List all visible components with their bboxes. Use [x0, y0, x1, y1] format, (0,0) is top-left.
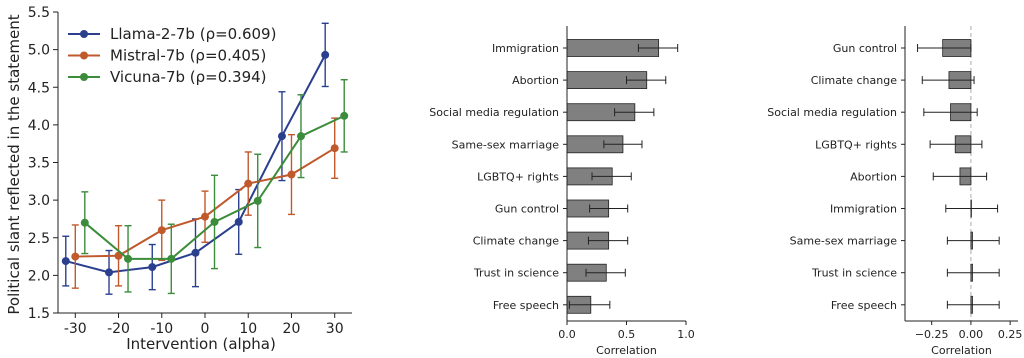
x-tick-label: -10	[150, 321, 173, 337]
data-point	[148, 263, 157, 272]
x-tick-label: -20	[107, 321, 130, 337]
data-point	[61, 257, 70, 266]
y-tick-label: 5.5	[28, 5, 50, 21]
x-axis-label: Correlation	[596, 344, 657, 357]
y-axis-label: Political slant reflected in the stateme…	[5, 14, 23, 314]
line-chart-panel: 1.5 2.0 2.5 3.0 3.5 4.0 4.5 5.0 5.5 -30 -20 -10 0 10 2…	[5, 5, 352, 353]
legend-swatch-marker	[80, 30, 88, 38]
x-tick-label: 0.25	[998, 328, 1023, 341]
legend-label: Vicuna-7b (ρ=0.394)	[110, 68, 267, 86]
y-tick-label: 2.0	[28, 268, 50, 284]
legend-label: Llama-2-7b (ρ=0.609)	[110, 25, 276, 43]
data-point	[244, 179, 253, 188]
category-label: Same-sex marriage	[452, 138, 560, 151]
data-point	[277, 132, 286, 141]
data-point	[330, 144, 339, 153]
category-label: Trust in science	[811, 267, 897, 280]
data-point	[210, 217, 219, 226]
x-tick-label: 20	[283, 321, 301, 337]
data-point	[234, 217, 243, 226]
category-label: Immigration	[830, 203, 897, 216]
category-label: Free speech	[493, 299, 559, 312]
category-label: Social media regulation	[767, 106, 897, 119]
x-tick-label: 0.5	[618, 328, 636, 341]
y-tick-label: 5.0	[28, 43, 50, 59]
x-tick-label: 30	[326, 321, 344, 337]
y-tick-label: 3.0	[28, 193, 50, 209]
category-label: Same-sex marriage	[790, 235, 898, 248]
category-label: LGBTQ+ rights	[477, 170, 559, 183]
y-tick-label: 4.0	[28, 118, 50, 134]
data-point	[340, 111, 349, 120]
data-point	[253, 196, 262, 205]
data-point	[296, 132, 305, 141]
category-label: Abortion	[850, 170, 897, 183]
data-point	[191, 248, 200, 257]
data-point	[287, 170, 296, 179]
x-tick-label: 0	[201, 321, 210, 337]
category-label: Climate change	[473, 235, 560, 248]
y-tick-label: 1.5	[28, 306, 50, 322]
data-point	[157, 226, 166, 235]
category-label: Free speech	[831, 299, 897, 312]
category-label: Climate change	[811, 74, 898, 87]
x-tick-label: 10	[239, 321, 257, 337]
bar-chart-panel-2: Gun control Climate change Social media re…	[767, 26, 1022, 357]
category-label: LGBTQ+ rights	[815, 138, 897, 151]
data-point	[124, 254, 133, 263]
x-axis-label: Intervention (alpha)	[126, 335, 276, 353]
category-label: Abortion	[512, 74, 559, 87]
y-tick-label: 2.5	[28, 231, 50, 247]
x-tick-label: 0.00	[959, 328, 984, 341]
x-axis-label: Correlation	[931, 344, 992, 357]
category-label: Social media regulation	[429, 106, 559, 119]
bar-chart-panel-1: Immigration Abortion Social media regulati…	[429, 26, 695, 357]
data-point	[71, 252, 80, 261]
category-label: Immigration	[492, 42, 559, 55]
y-tick-label: 3.5	[28, 156, 50, 172]
x-tick-label: −0.25	[915, 328, 949, 341]
data-point	[321, 50, 330, 59]
data-point	[167, 254, 176, 263]
data-point	[80, 218, 89, 227]
x-tick-label: 1.0	[677, 328, 695, 341]
category-label: Gun control	[495, 203, 559, 216]
y-tick-label: 4.5	[28, 80, 50, 96]
legend-swatch-marker	[80, 73, 88, 81]
category-label: Gun control	[833, 42, 897, 55]
x-tick-label: -30	[64, 321, 87, 337]
x-tick-label: 0.0	[558, 328, 576, 341]
legend-swatch-marker	[80, 51, 88, 60]
legend-label: Mistral-7b (ρ=0.405)	[110, 47, 266, 65]
data-point	[201, 212, 209, 221]
data-point	[105, 268, 114, 277]
category-label: Trust in science	[473, 267, 559, 280]
